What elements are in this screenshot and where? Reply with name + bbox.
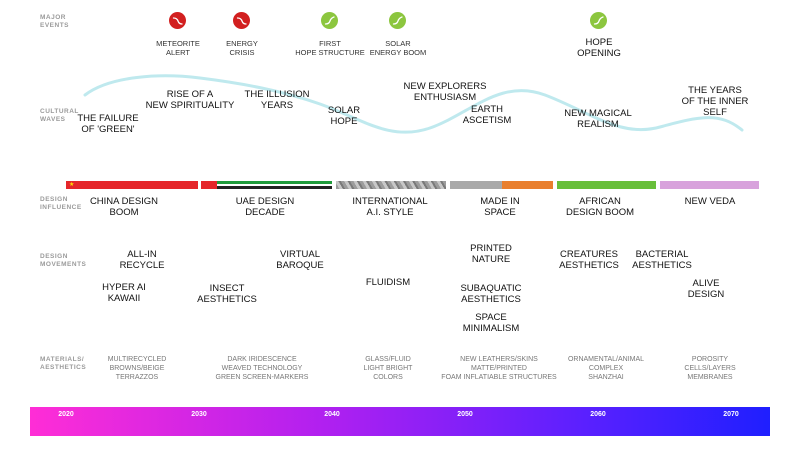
row-label-major-events: MAJOR EVENTS: [40, 14, 70, 29]
movement-hyper-ai-kawaii: HYPER AI KAWAII: [102, 282, 146, 304]
wave-inner-self: THE YEARS OF THE INNER SELF: [681, 85, 749, 118]
year-2040: 2040: [324, 411, 340, 418]
wave-new-spirituality: RISE OF A NEW SPIRITUALITY: [145, 89, 235, 111]
influence-uae: UAE DESIGN DECADE: [235, 196, 295, 218]
movement-subaquatic: SUBAQUATIC AESTHETICS: [460, 283, 522, 305]
event-label-solar-energy-boom: SOLAR ENERGY BOOM: [369, 39, 427, 57]
event-label-energy-crisis: ENERGY CRISIS: [226, 39, 258, 57]
movement-alive-design: ALIVE DESIGN: [687, 278, 725, 300]
trend-down-icon: [233, 12, 250, 29]
row-label-design-movements: DESIGN MOVEMENTS: [40, 253, 87, 268]
row-label-materials: MATERIALS/ AESTHETICS: [40, 356, 87, 371]
strip-made-in-space: [450, 181, 553, 189]
strip-new-veda: [660, 181, 759, 189]
wave-illusion-years: THE ILLUSION YEARS: [244, 89, 310, 111]
materials-2060s: ORNAMENTAL/ANIMAL COMPLEX SHANZHAI: [567, 356, 645, 381]
movement-bacterial: BACTERIAL AESTHETICS: [632, 249, 692, 271]
year-2060: 2060: [590, 411, 606, 418]
flag-china: ★: [66, 181, 198, 189]
materials-2030s: DARK IRIDESCENCE WEAVED TECHNOLOGY GREEN…: [215, 356, 309, 381]
movement-all-in-recycle: ALL-IN RECYCLE: [119, 249, 165, 271]
row-label-cultural-waves: CULTURAL WAVES: [40, 108, 79, 123]
movement-fluidism: FLUIDISM: [365, 277, 411, 288]
wave-solar-hope: SOLAR HOPE: [327, 105, 361, 127]
materials-2020s: MULTIRECYCLED BROWNS/BEIGE TERRAZZOS: [107, 356, 167, 381]
wave-failure-of-green: THE FAILURE OF 'GREEN': [77, 113, 139, 135]
year-2030: 2030: [191, 411, 207, 418]
wave-earth-ascetism: EARTH ASCETISM: [462, 104, 512, 126]
wave-new-magical-realism: NEW MAGICAL REALISM: [564, 108, 632, 130]
strip-ai-style: [336, 181, 446, 189]
influence-china: CHINA DESIGN BOOM: [89, 196, 159, 218]
year-2020: 2020: [58, 411, 74, 418]
trend-up-icon: [590, 12, 607, 29]
trend-up-icon: [321, 12, 338, 29]
trend-up-icon: [389, 12, 406, 29]
event-label-hope-opening: HOPE OPENING: [577, 37, 621, 59]
influence-made-in-space: MADE IN SPACE: [480, 196, 520, 218]
movement-space-minimalism: SPACE MINIMALISM: [462, 312, 520, 334]
influence-african: AFRICAN DESIGN BOOM: [565, 196, 635, 218]
event-label-first-hope-structure: FIRST HOPE STRUCTURE: [295, 39, 365, 57]
year-2070: 2070: [723, 411, 739, 418]
event-label-meteorite-alert: METEORITE ALERT: [156, 39, 200, 57]
movement-printed-nature: PRINTED NATURE: [470, 243, 512, 265]
influence-new-veda: NEW VEDA: [684, 196, 736, 207]
year-2050: 2050: [457, 411, 473, 418]
materials-2040s: GLASS/FLUID LIGHT BRIGHT COLORS: [363, 356, 413, 381]
flag-uae: [201, 181, 332, 190]
movement-creatures: CREATURES AESTHETICS: [559, 249, 619, 271]
movement-insect-aesthetics: INSECT AESTHETICS: [197, 283, 257, 305]
influence-ai-style: INTERNATIONAL A.I. STYLE: [352, 196, 428, 218]
materials-2070s: POROSITY CELLS/LAYERS MEMBRANES: [684, 356, 736, 381]
row-label-design-influence: DESIGN INFLUENCE: [40, 196, 82, 211]
trend-down-icon: [169, 12, 186, 29]
strip-african-design: [557, 181, 656, 189]
wave-new-explorers: NEW EXPLORERS ENTHUSIASM: [403, 81, 487, 103]
timeline-bar: [30, 407, 770, 436]
movement-virtual-baroque: VIRTUAL BAROQUE: [276, 249, 324, 271]
materials-2050s: NEW LEATHERS/SKINS MATTE/PRINTED FOAM IN…: [441, 356, 557, 381]
